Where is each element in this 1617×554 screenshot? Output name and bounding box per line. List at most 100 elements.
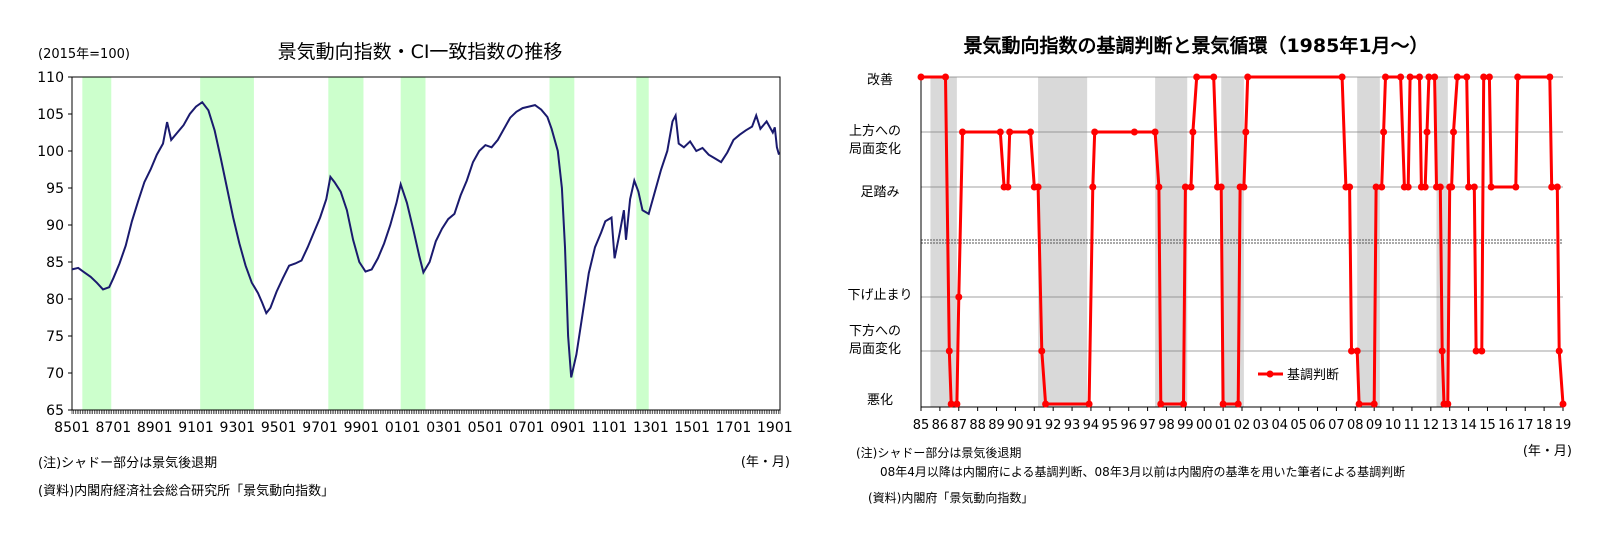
left-chart-title: 景気動向指数・CI一致指数の推移	[278, 41, 563, 63]
judgment-point	[1472, 347, 1480, 355]
right-xtick-label-04: 04	[1271, 418, 1288, 433]
judgment-markers	[917, 73, 1567, 408]
judgment-point	[1181, 183, 1189, 191]
left-recession-shade-2	[328, 77, 364, 410]
right-xtick-label-01: 01	[1215, 418, 1232, 433]
left-x-unit: (年・月)	[741, 455, 790, 470]
left-ytick-label-80: 80	[46, 292, 64, 308]
left-xtick-label-8501: 8501	[54, 420, 90, 436]
left-ytick-label-105: 105	[37, 107, 64, 123]
judgment-point	[1353, 347, 1361, 355]
right-xtick-label-91: 91	[1026, 418, 1043, 433]
judgment-point	[996, 128, 1004, 136]
left-xtick-label-0301: 0301	[426, 420, 462, 436]
right-xtick-label-16: 16	[1498, 418, 1515, 433]
left-recession-shade-0	[82, 77, 112, 410]
judgment-point	[1382, 73, 1389, 81]
judgment-point	[955, 293, 963, 301]
judgment-point	[1406, 73, 1414, 81]
right-xtick-label-11: 11	[1404, 418, 1421, 433]
judgment-point	[1463, 73, 1471, 81]
right-xtick-label-95: 95	[1102, 418, 1119, 433]
judgment-point	[1180, 400, 1187, 408]
judgment-point	[1553, 183, 1561, 191]
left-ytick-label-100: 100	[37, 144, 64, 160]
judgment-point	[1372, 183, 1380, 191]
judgment-point	[1240, 183, 1248, 191]
judgment-point	[1038, 347, 1046, 355]
left-xtick-label-9101: 9101	[178, 420, 214, 436]
judgment-point	[1244, 73, 1252, 81]
left-xtick-label-0501: 0501	[468, 420, 504, 436]
judgment-point	[1421, 183, 1429, 191]
right-xtick-label-03: 03	[1253, 418, 1270, 433]
ylabel-down-change-2: 局面変化	[849, 341, 901, 357]
judgment-point	[1042, 400, 1050, 408]
right-x-unit: (年・月)	[1523, 444, 1572, 459]
left-y-axis: 65 70 75 80 85 90 95 100 105 110	[37, 70, 72, 419]
left-ytick-label-65: 65	[46, 403, 64, 419]
judgment-point	[1210, 73, 1218, 81]
judgment-point	[1438, 347, 1446, 355]
right-xtick-label-08: 08	[1347, 418, 1364, 433]
right-xtick-label-85: 85	[913, 418, 930, 433]
judgment-point	[1027, 128, 1034, 136]
judgment-point	[1444, 400, 1452, 408]
right-xtick-label-94: 94	[1083, 418, 1100, 433]
judgment-point	[1346, 183, 1354, 191]
judgment-point	[1187, 183, 1195, 191]
judgment-point	[1425, 73, 1433, 81]
left-xtick-label-9301: 9301	[220, 420, 256, 436]
judgment-point	[1089, 183, 1097, 191]
ylabel-up-change-1: 上方への	[849, 123, 901, 139]
left-xtick-label-9501: 9501	[261, 420, 297, 436]
judgment-point	[1465, 183, 1473, 191]
right-note: (注)シャドー部分は景気後退期	[856, 446, 1022, 460]
left-xtick-label-8901: 8901	[137, 420, 173, 436]
left-xtick-label-1901: 1901	[757, 420, 793, 436]
ylabel-down: 悪化	[867, 393, 893, 408]
judgment-point	[1219, 400, 1227, 408]
judgment-point	[1512, 183, 1520, 191]
right-xtick-label-10: 10	[1385, 418, 1402, 433]
right-xtick-label-06: 06	[1309, 418, 1326, 433]
ylabel-up: 改善	[867, 72, 893, 88]
right-note-2: 08年4月以降は内閣府による基調判断、08年3月以前は内閣府の基準を用いた筆者に…	[880, 465, 1406, 479]
judgment-point	[1004, 183, 1012, 191]
left-xtick-label-8701: 8701	[96, 420, 132, 436]
right-xtick-label-99: 99	[1177, 418, 1194, 433]
left-ytick-label-95: 95	[46, 181, 64, 197]
left-ytick-label-70: 70	[46, 366, 64, 382]
judgment-point	[947, 400, 955, 408]
judgment-point	[1085, 400, 1093, 408]
judgment-point	[942, 73, 949, 81]
right-x-axis: 85 86 87 88 89 90 91 92 93 94 95 96 97 98 99 00 01 02 03 04…	[913, 407, 1571, 433]
judgment-point	[917, 73, 925, 81]
left-x-axis: 8501 8701 8901 9101 9301 9501 9701 9901 0101 0301…	[54, 420, 792, 436]
right-recession-shades	[930, 77, 1448, 407]
judgment-point	[1448, 183, 1456, 191]
judgment-point	[1485, 73, 1493, 81]
right-xtick-label-90: 90	[1007, 418, 1024, 433]
judgment-point	[1470, 183, 1478, 191]
right-chart-title: 景気動向指数の基調判断と景気循環（1985年1月～）	[963, 34, 1428, 57]
right-xtick-label-88: 88	[969, 418, 986, 433]
left-xtick-label-0901: 0901	[550, 420, 586, 436]
left-minor-ticks	[71, 410, 781, 414]
left-recession-shade-3	[400, 77, 426, 410]
right-xtick-label-09: 09	[1366, 418, 1383, 433]
judgment-point	[1548, 183, 1556, 191]
legend-marker-swatch	[1266, 370, 1274, 378]
left-recession-shades	[82, 77, 649, 410]
judgment-point	[1348, 347, 1355, 355]
right-xtick-label-05: 05	[1290, 418, 1307, 433]
right-legend: 基調判断	[1258, 368, 1339, 383]
judgment-point	[945, 347, 953, 355]
right-xtick-label-15: 15	[1479, 418, 1496, 433]
judgment-point	[1450, 128, 1457, 136]
judgment-point	[1130, 128, 1138, 136]
judgment-point	[1546, 73, 1554, 81]
left-xtick-label-0701: 0701	[509, 420, 545, 436]
judgment-point	[1155, 183, 1163, 191]
judgment-point	[1559, 400, 1567, 408]
